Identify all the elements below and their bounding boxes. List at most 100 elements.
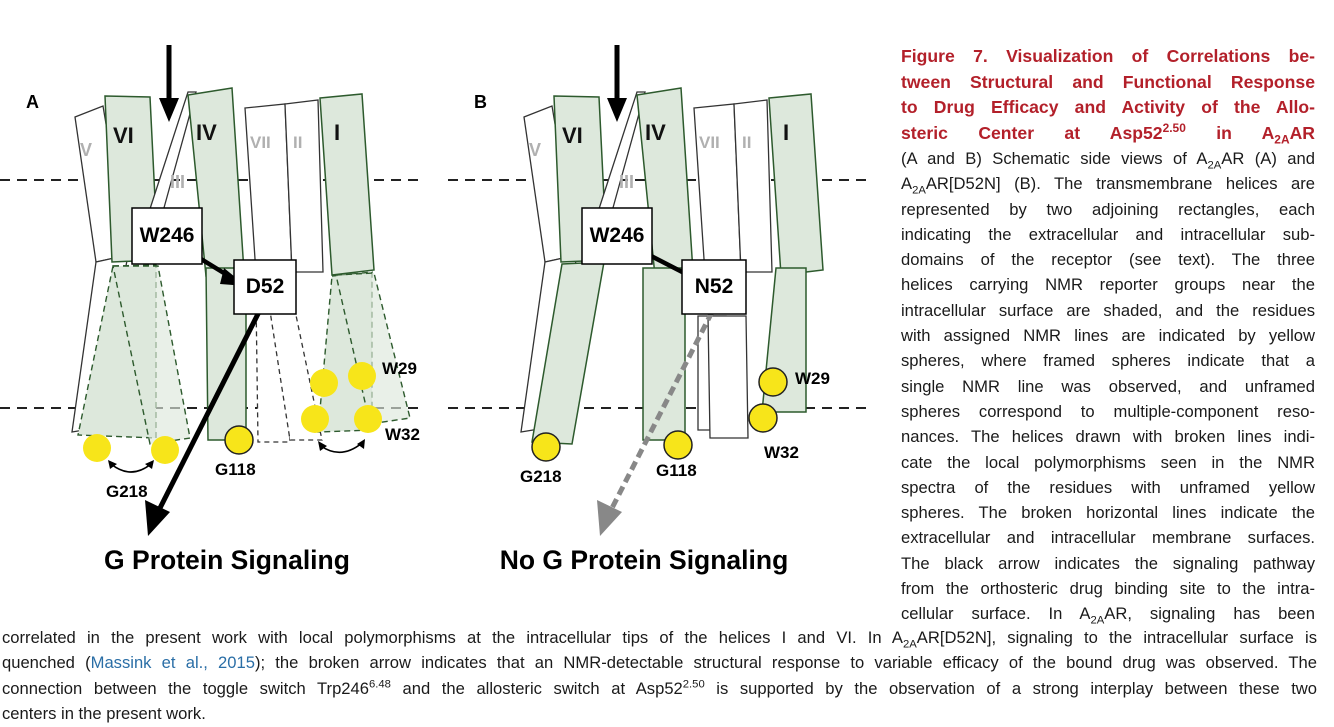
panel-b-drug-entry-arrowhead <box>607 98 627 122</box>
caption-title-line: tween Structural and Functional Response <box>901 71 1315 92</box>
panel-a-w29-label: W29 <box>382 359 417 378</box>
caption-line: connection between the toggle switch Trp… <box>2 676 1317 701</box>
caption-text: AR (A) and <box>1221 149 1315 168</box>
caption-line: indicating the extracellular and intrace… <box>901 224 1315 244</box>
panel-b-helix-i-upper <box>768 93 824 276</box>
panel-b-helix-i-label: I <box>783 120 789 145</box>
panel-b-helix-ii-upper <box>733 99 773 273</box>
panel-b: B V VI III IV VII II I <box>448 45 870 575</box>
panel-b-helix-iii-label: III <box>619 172 634 192</box>
caption-line: single NMR line was observed, and unfram… <box>901 376 1315 396</box>
panel-a-helix-vi-label: VI <box>113 123 134 148</box>
panel-a-helix-i-label: I <box>334 120 340 145</box>
panel-b-broken-signaling-arrow <box>607 310 715 514</box>
caption-title-text: AR <box>1289 122 1315 143</box>
citation-link[interactable]: Massink et al., 2015 <box>90 653 255 673</box>
panel-b-w32-label: W32 <box>764 443 799 462</box>
panel-b-w29-sphere <box>758 367 788 397</box>
caption-text: is supported by the observation of a str… <box>704 678 1318 698</box>
caption-text: AR[D52N] (B). The transmembrane helices … <box>925 174 1315 194</box>
panel-a-g218-exchange-arrow <box>110 463 152 473</box>
figure-caption: Figure 7. Visualization of Correlations … <box>901 44 1315 627</box>
panel-a-w29-sphere-2 <box>348 362 376 390</box>
caption-line: quenched (Massink et al., 2015); the bro… <box>2 650 1317 675</box>
panel-b-g118-sphere <box>663 430 693 460</box>
caption-text: and the allosteric switch at Asp52 <box>390 678 683 698</box>
panel-a-g218-exchange-head-right <box>145 460 154 469</box>
panel-a-helix-ii-lower <box>267 295 323 441</box>
caption-title-line: steric Center at Asp522.50 in A2AAR <box>901 121 1315 147</box>
panel-b-helix-vii-upper <box>693 103 742 275</box>
panel-a-g218-sphere-1 <box>83 434 111 462</box>
panel-a-g218-label: G218 <box>106 482 148 501</box>
panel-a: A V VI III IV VII II I <box>0 45 420 575</box>
caption-line: from the orthosteric drug binding site t… <box>901 579 1315 599</box>
caption-line: (A and B) Schematic side views of A2AAR … <box>901 146 1315 171</box>
caption-line: spheres, where framed spheres indicate t… <box>901 351 1315 371</box>
panel-b-broken-signaling-arrowhead <box>597 500 622 536</box>
caption-text: (A and B) Schematic side views of A <box>901 149 1208 168</box>
caption-line: nances. The helices drawn with broken li… <box>901 427 1315 447</box>
caption-text: quenched ( <box>2 653 91 673</box>
panel-a-w32-exchange-head-left <box>318 441 327 451</box>
panel-b-w246-label: W246 <box>590 224 645 247</box>
panel-a-signaling-arrowhead <box>145 500 170 536</box>
caption-line: helices carrying NMR reporter groups nea… <box>901 275 1315 295</box>
panel-a-g218-exchange-head-left <box>108 460 117 469</box>
panel-b-g218-label: G218 <box>520 467 562 486</box>
caption-line: with assigned NMR lines are indicated by… <box>901 326 1315 346</box>
caption-sup: 2.50 <box>682 678 705 691</box>
caption-line: spheres correspond to multiple-component… <box>901 401 1315 421</box>
panel-b-n52-box <box>681 259 747 315</box>
caption-line: extracellular and intracellular membrane… <box>901 528 1315 548</box>
panel-b-signaling-label: No G Protein Signaling <box>500 545 789 575</box>
panel-a-w32-sphere-2 <box>354 405 382 433</box>
panel-b-helix-vii-label: VII <box>699 133 720 152</box>
caption-line: cate the local polymorphisms seen in the… <box>901 452 1315 472</box>
caption-line: represented by two adjoining rectangles,… <box>901 199 1315 219</box>
caption-sub: 2A <box>1207 159 1222 172</box>
caption-title-sup: 2.50 <box>1162 120 1186 135</box>
panel-a-w246-box <box>131 207 203 265</box>
caption-title-text: in A <box>1185 122 1275 143</box>
panel-a-w32-exchange-head-right <box>357 439 365 449</box>
panel-a-g218-sphere-2 <box>151 436 179 464</box>
caption-line: A2AAR[D52N] (B). The transmembrane helic… <box>901 171 1315 196</box>
panel-b-letter: B <box>474 92 487 112</box>
caption-text: AR[D52N], signaling to the intracellular… <box>916 628 1317 647</box>
panel-a-g118-sphere <box>224 425 254 455</box>
panel-a-w246-label: W246 <box>140 224 195 247</box>
panel-a-d52-box <box>233 259 297 315</box>
panel-b-helix-ii-lower <box>707 315 749 439</box>
caption-text: cellular surface. In A <box>901 604 1091 624</box>
caption-line: spectra of the residues with unframed ye… <box>901 477 1315 497</box>
panel-a-helix-iv-label: IV <box>196 120 217 145</box>
caption-sub: 2A <box>903 638 917 651</box>
panel-b-g118-label: G118 <box>656 461 697 480</box>
caption-text: ); the broken arrow indicates that an NM… <box>254 653 1317 673</box>
caption-sup: 6.48 <box>369 678 391 691</box>
panel-a-letter: A <box>26 92 39 112</box>
figure-7-diagram: A V VI III IV VII II I <box>0 45 870 575</box>
panel-a-w29-sphere-1 <box>310 369 338 397</box>
panel-a-w32-label: W32 <box>385 425 420 444</box>
panel-b-w29-label: W29 <box>795 369 830 388</box>
panel-a-helix-iii-label: III <box>170 172 185 192</box>
caption-line: The black arrow indicates the signaling … <box>901 553 1315 573</box>
panel-a-signaling-arrow-shaft <box>155 298 268 514</box>
caption-text: connection between the toggle switch Trp… <box>2 678 369 698</box>
caption-line: cellular surface. In A2AAR, signaling ha… <box>901 601 1315 626</box>
panel-b-helix-iv-lower <box>642 267 686 441</box>
panel-b-helix-vi-label: VI <box>562 123 583 148</box>
panel-a-helix-vii-label: VII <box>250 133 271 152</box>
panel-a-helix-vi-lower-polymorph-2 <box>112 265 191 445</box>
caption-title-text: steric Center at Asp52 <box>901 122 1163 143</box>
panel-a-signaling-label: G Protein Signaling <box>104 545 350 575</box>
caption-text: A <box>901 174 913 194</box>
panel-a-w32-exchange-arrow <box>320 442 363 454</box>
caption-line: domains of the receptor (see text). The … <box>901 250 1315 270</box>
panel-a-g118-label: G118 <box>215 460 256 479</box>
panel-a-helix-i-lower-polymorph-2 <box>335 272 411 425</box>
panel-a-w32-sphere-1 <box>301 405 329 433</box>
caption-line: centers in the present work. <box>2 703 206 723</box>
